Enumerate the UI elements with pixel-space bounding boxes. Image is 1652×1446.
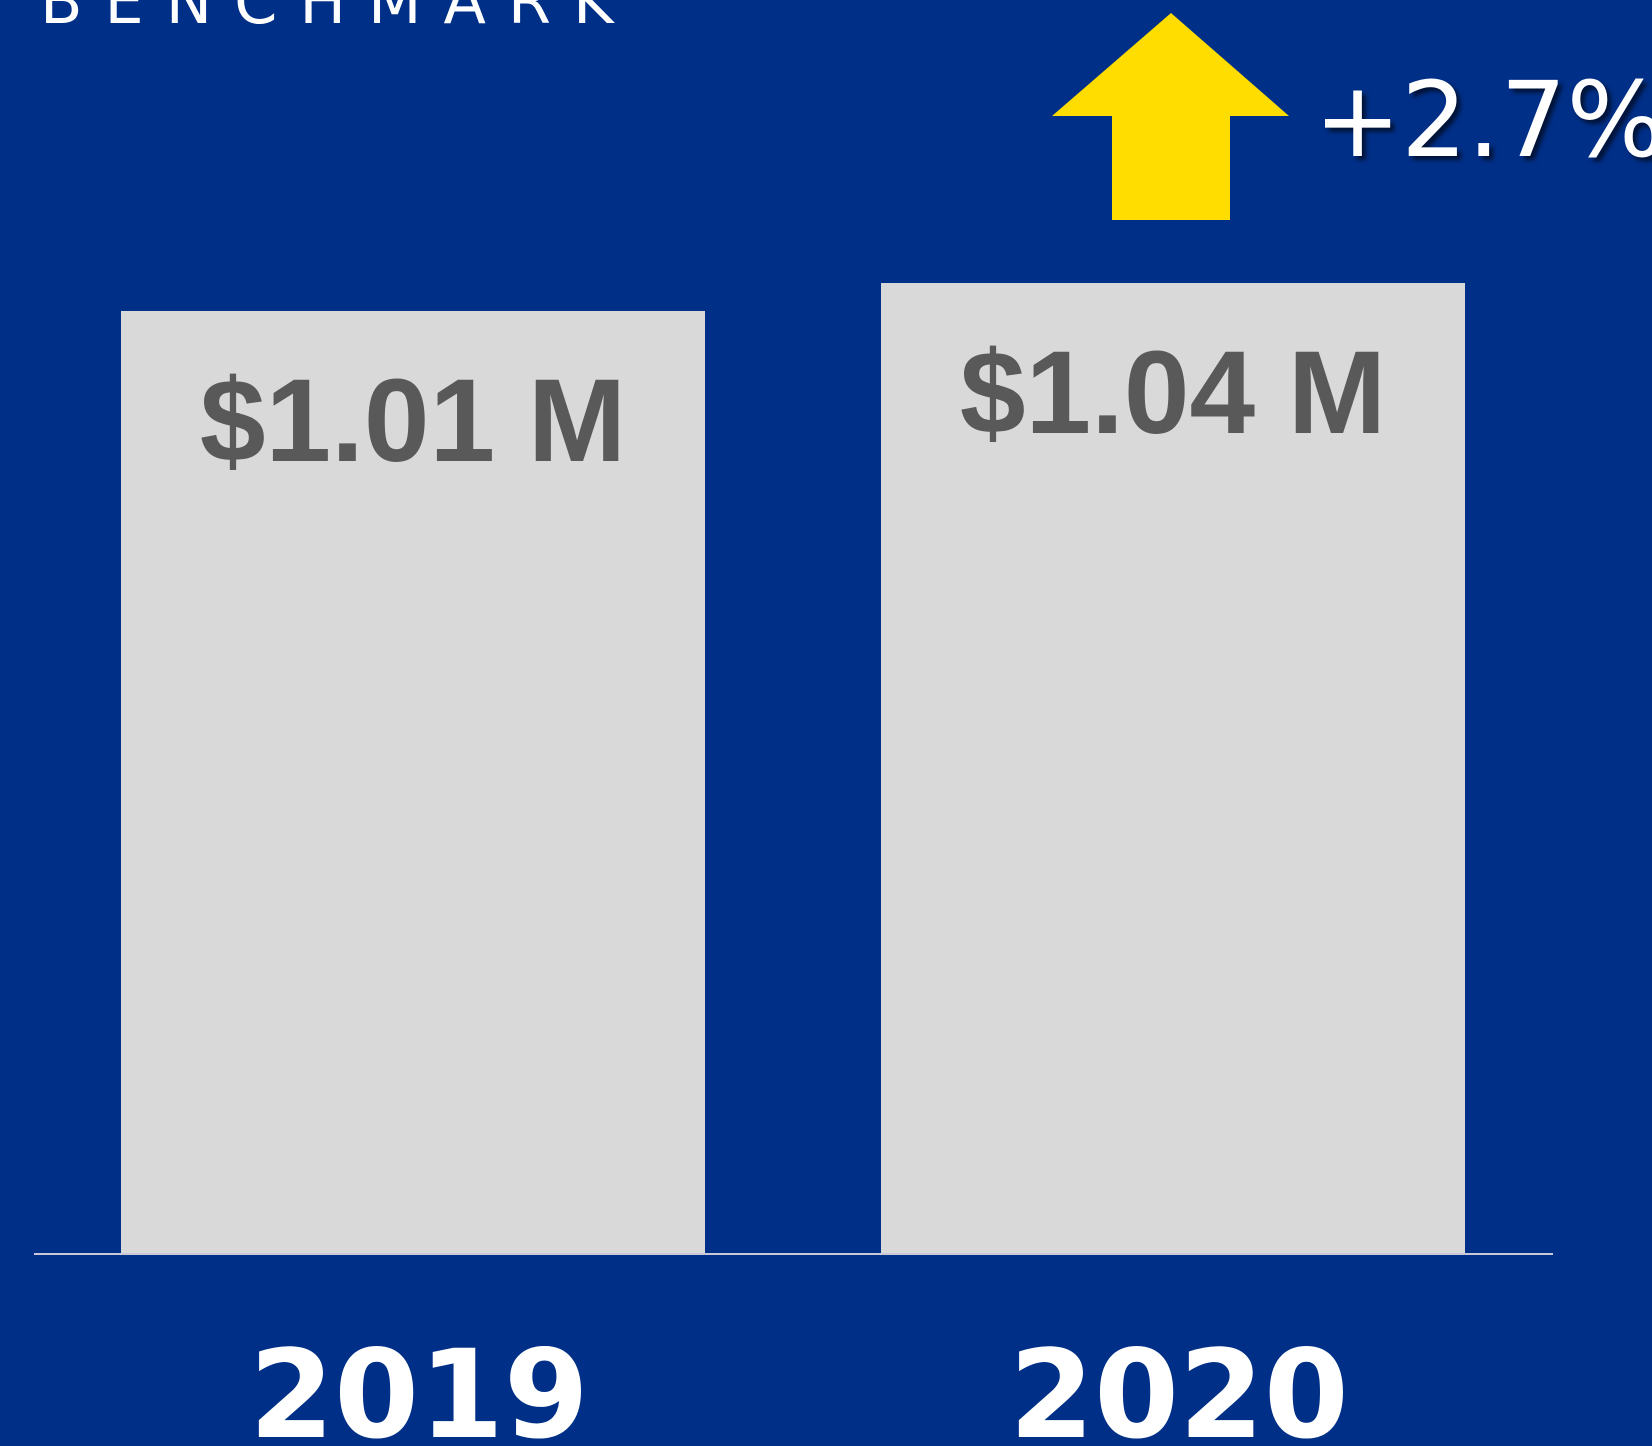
x-tick-label: 2019 [249,1324,589,1446]
chart-title: BENCHMARK [40,0,636,38]
bar [121,310,705,1253]
bar [881,283,1465,1253]
value-label: $1.01 M [200,355,626,487]
x-tick-label: 2020 [1009,1324,1349,1446]
value-label: $1.04 M [960,327,1386,459]
up-arrow [1052,13,1289,220]
annotation: +2.7% [1314,59,1652,181]
